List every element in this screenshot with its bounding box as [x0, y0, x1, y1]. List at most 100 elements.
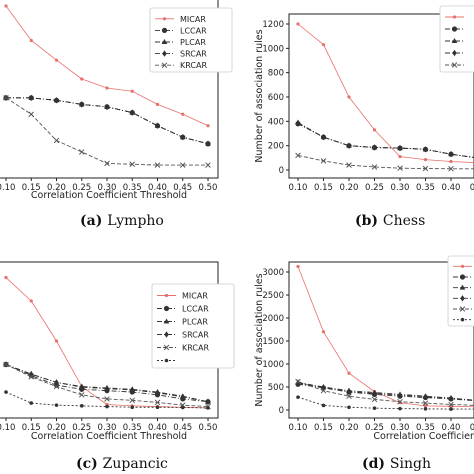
chart-panel-3: 0.10 0.15 0.20 0.25 0.30 0.35 0.40 0.45 0.50 Corr… — [0, 261, 235, 472]
series-line-s2 — [297, 381, 474, 401]
chart-panel-1: 0.10 0.15 0.20 0.25 0.30 0.35 0.40 0.45 0.50 Corr… — [0, 0, 233, 229]
data-point — [205, 140, 211, 147]
data-point — [448, 395, 454, 402]
legend-label: PLCAR — [182, 318, 208, 327]
y-tick-label: 2000 — [262, 314, 284, 324]
x-tick-label: 0.25 — [72, 183, 91, 193]
data-point — [372, 144, 377, 151]
legend-marker — [460, 295, 465, 302]
data-point — [206, 406, 210, 410]
x-tick-label: 0.40 — [148, 423, 167, 433]
caption-name: Lympho — [107, 213, 164, 229]
data-point — [79, 101, 84, 108]
caption-name: Singh — [390, 456, 431, 472]
legend-marker — [452, 49, 457, 57]
x-tick-label: 0.35 — [123, 183, 142, 193]
data-point — [398, 155, 402, 159]
legend-label: LCCAR — [182, 305, 209, 314]
data-point — [54, 379, 59, 386]
legend — [447, 255, 474, 327]
data-point — [371, 396, 378, 403]
data-point — [130, 109, 135, 116]
data-point — [321, 133, 326, 141]
data-point — [346, 388, 352, 395]
data-point — [79, 384, 84, 391]
data-point — [397, 392, 403, 399]
series-group — [3, 275, 211, 410]
data-point — [347, 371, 351, 375]
y-tick-label: 3000 — [262, 268, 284, 278]
series-line-lccar — [5, 364, 209, 403]
data-point — [206, 124, 210, 128]
legend-marker — [161, 27, 168, 33]
y-tick-label: 500 — [268, 383, 284, 393]
data-point — [423, 146, 428, 153]
x-tick-label: 0.10 — [289, 183, 308, 193]
legend-marker — [164, 331, 169, 338]
legend-marker — [459, 274, 466, 280]
data-point — [346, 142, 352, 149]
data-point — [448, 401, 454, 408]
chart-panel-2: 0.100.150.200.250.300.350.400.4020040060… — [254, 5, 474, 229]
series-line-s4 — [297, 154, 474, 170]
data-point — [154, 162, 161, 168]
x-tick-label: 0.30 — [391, 423, 410, 433]
data-point — [155, 389, 160, 396]
caption-name: Zupancic — [103, 456, 168, 472]
legend-box — [151, 283, 235, 369]
series-line-s0 — [297, 23, 474, 163]
legend-marker — [164, 293, 169, 298]
data-point — [29, 94, 34, 102]
x-tick-label: 0.20 — [340, 423, 359, 433]
y-tick-label: 400 — [268, 117, 284, 127]
x-tick-label: 0.50 — [199, 423, 218, 433]
legend-marker — [460, 317, 465, 322]
series-group — [295, 264, 474, 411]
x-tick-label: 0.10 — [0, 183, 15, 193]
x-tick-label: 0.15 — [22, 423, 41, 433]
x-tick-label: 0.40 — [442, 183, 461, 193]
data-point — [320, 158, 327, 164]
legend-marker — [451, 38, 458, 43]
data-point — [205, 398, 211, 405]
x-tick-label: 0.20 — [340, 183, 359, 193]
panel-caption: (b) Chess — [355, 213, 425, 229]
data-point — [449, 407, 453, 411]
legend-label: SRCAR — [182, 331, 209, 340]
series-line-s0 — [297, 266, 474, 408]
series-line-s3 — [297, 382, 474, 401]
legend-marker — [163, 305, 170, 312]
x-tick-label: 0.4 — [470, 183, 474, 193]
data-point — [104, 160, 110, 167]
data-point — [155, 405, 160, 410]
legend-marker — [459, 284, 466, 290]
y-tick-label: 200 — [268, 142, 284, 152]
y-tick-label: 0 — [279, 166, 284, 176]
y-tick-label: 2500 — [262, 291, 284, 301]
legend-label: KRCAR — [180, 61, 207, 70]
x-tick-label: 0.45 — [173, 183, 192, 193]
data-point — [4, 275, 8, 280]
x-tick-label: 0.10 — [289, 423, 308, 433]
y-tick-label: 800 — [268, 69, 284, 79]
x-tick-label: 0.25 — [365, 183, 384, 193]
y-tick-label: 0 — [279, 406, 284, 416]
panel-caption: (c) Zupancic — [76, 456, 168, 472]
series-group — [3, 4, 211, 168]
x-tick-label: 0.35 — [416, 423, 435, 433]
series-line-plcar — [5, 364, 209, 403]
data-point — [155, 122, 160, 129]
legend: MICAR LCCAR PLCAR SRCAR KRCAR — [149, 7, 233, 73]
data-point — [397, 398, 403, 405]
data-point — [448, 150, 454, 158]
x-tick-label: 0.20 — [47, 183, 66, 193]
legend-marker — [164, 358, 169, 363]
data-point — [296, 264, 300, 269]
data-point — [180, 393, 185, 401]
data-point — [54, 58, 59, 62]
series-line-s3 — [297, 122, 474, 158]
x-tick-label: 0.25 — [72, 423, 91, 433]
legend-label: KRCAR — [182, 344, 209, 353]
data-point — [179, 162, 186, 168]
legend-marker — [161, 39, 168, 44]
